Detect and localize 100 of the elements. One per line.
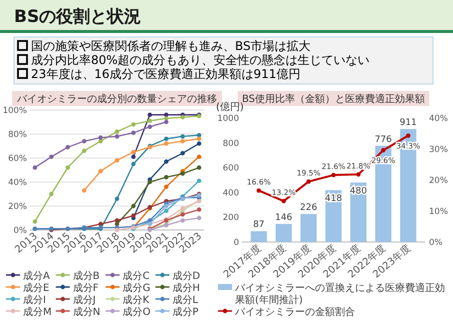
y-tick-label: 60% [8, 154, 27, 164]
point [49, 192, 54, 196]
legend-label: 成分C [122, 270, 150, 282]
y-tick-label: 20% [8, 202, 27, 212]
y-axis-title: (億円) [216, 101, 244, 113]
y-tick-label: 100% [2, 106, 27, 116]
legend-label: 成分O [122, 306, 151, 318]
y2-tick-label: 40% [429, 114, 448, 124]
y-tick-label: 400 [222, 188, 239, 198]
legend-label: 成分N [72, 306, 100, 318]
point [196, 154, 202, 159]
point [131, 213, 136, 218]
point [114, 134, 120, 139]
point [282, 198, 286, 204]
point [164, 120, 168, 124]
legend-label: 成分H [172, 282, 200, 294]
point [131, 122, 136, 127]
point [196, 141, 202, 146]
data-label: 776 [374, 134, 392, 145]
y2-tick-label: 10% [429, 207, 448, 217]
point [148, 118, 152, 123]
point [180, 134, 185, 139]
data-label: 480 [350, 186, 368, 196]
legend-label: バイオシミラーの金額割合 [234, 306, 355, 318]
point [164, 204, 168, 208]
point [180, 206, 185, 211]
point [114, 129, 120, 134]
text: 成分内比率80%超の成分もあり、安全性の懸念は生じていない [31, 53, 370, 67]
point [306, 179, 311, 184]
point [114, 228, 120, 232]
text: 23年度は、16成分で医療費適正効果額は911億円 [31, 67, 300, 81]
point [32, 165, 38, 170]
legend-label: 成分D [172, 270, 200, 282]
y2-tick-label: 20% [429, 176, 448, 186]
point [131, 130, 136, 135]
point [164, 141, 168, 146]
point [406, 133, 410, 138]
chart-title: バイオシミラーの成分別の数量シェアの推移 [16, 93, 217, 105]
point [164, 136, 168, 141]
text: BSの役割と状況 [14, 7, 142, 27]
point [148, 180, 152, 184]
point [180, 139, 185, 144]
point [49, 154, 54, 159]
data-label: 418 [324, 194, 342, 204]
y-tick-label: 600 [222, 164, 239, 174]
point [196, 207, 202, 212]
legend-label: 成分K [122, 294, 150, 306]
point [180, 115, 185, 120]
point [164, 184, 168, 189]
legend-label: 成分F [72, 282, 99, 294]
y-tick-label: 40% [8, 178, 27, 188]
y-tick-label: 1000 [217, 114, 239, 124]
chart-title: BS使用比率（金額）と医療費適正効果額 [242, 93, 426, 105]
point [98, 139, 103, 144]
point [148, 112, 152, 117]
legend-label: バイオシミラーへの置換えによる医療費適正効果額(年間推計) [234, 282, 445, 306]
data-label: 911 [400, 118, 417, 128]
point [180, 151, 185, 156]
point [180, 171, 185, 176]
y2-tick-label: 0% [429, 238, 442, 248]
y-tick-label: 0% [14, 226, 27, 236]
bar [276, 224, 292, 242]
point [196, 216, 202, 220]
point [82, 148, 86, 153]
point [131, 150, 136, 154]
y2-tick-label: 30% [429, 145, 448, 155]
legend-label: 成分L [172, 294, 198, 306]
y-tick-label: 800 [222, 138, 239, 149]
point [82, 139, 86, 144]
point [164, 208, 168, 213]
point [180, 218, 185, 223]
point [196, 178, 202, 183]
y-tick-label: 200 [222, 213, 239, 224]
point [164, 112, 168, 117]
text: 国の施策や医療関係者の理解も進み、BS市場は拡大 [31, 39, 311, 53]
point [98, 169, 103, 174]
point [82, 188, 86, 193]
point [114, 218, 120, 223]
legend-label: 成分E [23, 282, 50, 294]
point [196, 136, 202, 141]
y-tick-label: 0 [234, 238, 239, 248]
point [196, 165, 202, 170]
point [131, 204, 136, 208]
data-label: 146 [275, 212, 293, 223]
point [66, 165, 70, 170]
legend-label: 成分B [72, 270, 100, 282]
legend-label: 成分P [172, 306, 198, 318]
y-tick-label: 80% [8, 130, 27, 140]
data-label: 226 [300, 202, 318, 213]
bar [250, 231, 267, 242]
point [131, 154, 136, 159]
legend-label: 成分A [23, 270, 50, 282]
point [66, 145, 70, 150]
point [164, 175, 168, 180]
legend-label: 成分G [122, 282, 150, 294]
legend-label: 成分I [23, 294, 46, 306]
point [381, 148, 386, 152]
point [131, 162, 136, 166]
point [356, 172, 361, 177]
point [164, 116, 168, 121]
